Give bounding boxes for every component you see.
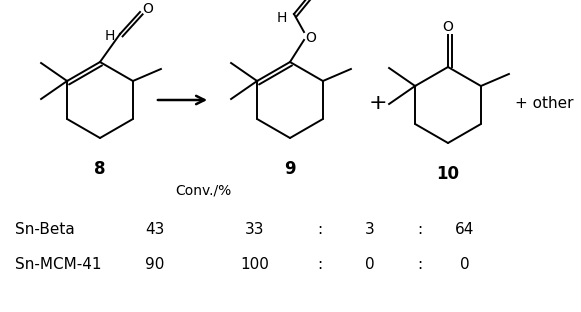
Text: 8: 8 [94, 160, 106, 178]
Text: Conv./%: Conv./% [175, 183, 231, 197]
Text: 0: 0 [365, 257, 375, 272]
Text: O: O [142, 2, 153, 16]
Text: Sn-MCM-41: Sn-MCM-41 [15, 257, 102, 272]
Text: :: : [417, 257, 422, 272]
Text: 43: 43 [145, 222, 164, 237]
Text: 90: 90 [145, 257, 164, 272]
Text: :: : [417, 222, 422, 237]
Text: H: H [105, 29, 115, 43]
Text: 64: 64 [456, 222, 475, 237]
Text: O: O [443, 20, 453, 34]
Text: H: H [277, 11, 287, 25]
Text: + other: + other [515, 95, 573, 110]
Text: 3: 3 [365, 222, 375, 237]
Text: Sn-Beta: Sn-Beta [15, 222, 75, 237]
Text: 10: 10 [436, 165, 460, 183]
Text: :: : [317, 257, 322, 272]
Text: +: + [369, 93, 388, 113]
Text: 9: 9 [284, 160, 296, 178]
Text: 100: 100 [241, 257, 270, 272]
Text: 0: 0 [460, 257, 470, 272]
Text: O: O [306, 31, 317, 45]
Text: :: : [317, 222, 322, 237]
Text: 33: 33 [245, 222, 265, 237]
